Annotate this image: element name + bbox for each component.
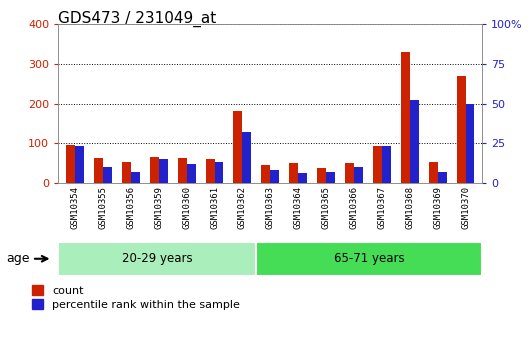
Bar [103,167,112,183]
Bar [382,146,391,183]
Bar [429,162,438,183]
Bar [66,145,75,183]
Bar [215,162,224,183]
FancyBboxPatch shape [256,241,482,276]
Text: GSM10364: GSM10364 [294,186,303,229]
Bar [178,158,187,183]
Bar [438,172,447,183]
Bar [465,104,474,183]
Bar [94,158,103,183]
Text: GSM10361: GSM10361 [210,186,219,229]
Text: GSM10356: GSM10356 [126,186,135,229]
Bar [234,111,242,183]
Bar [317,168,326,183]
Text: GSM10355: GSM10355 [99,186,108,229]
Text: 20-29 years: 20-29 years [122,252,192,265]
FancyBboxPatch shape [58,241,256,276]
Text: age: age [6,252,29,265]
Legend: count, percentile rank within the sample: count, percentile rank within the sample [32,285,240,310]
Bar [270,170,279,183]
Text: 65-71 years: 65-71 years [334,252,404,265]
Text: GSM10365: GSM10365 [322,186,331,229]
Bar [206,159,215,183]
Bar [326,172,335,183]
Text: GSM10359: GSM10359 [154,186,163,229]
Bar [261,165,270,183]
Bar [401,52,410,183]
Bar [354,167,363,183]
Bar [457,76,465,183]
Bar [410,100,419,183]
Text: GSM10354: GSM10354 [70,186,80,229]
Bar [150,157,158,183]
Text: GSM10360: GSM10360 [182,186,191,229]
Bar [75,146,84,183]
Bar [373,146,382,183]
Text: GSM10367: GSM10367 [377,186,386,229]
Bar [131,172,140,183]
Bar [289,163,298,183]
Bar [122,162,131,183]
Text: GSM10368: GSM10368 [405,186,414,229]
Bar [242,132,251,183]
Text: GDS473 / 231049_at: GDS473 / 231049_at [58,10,217,27]
Bar [298,173,307,183]
Bar [158,159,167,183]
Text: GSM10362: GSM10362 [238,186,247,229]
Text: GSM10366: GSM10366 [349,186,358,229]
Bar [345,163,354,183]
Text: GSM10369: GSM10369 [433,186,442,229]
Bar [187,164,196,183]
Text: GSM10363: GSM10363 [266,186,275,229]
Text: GSM10370: GSM10370 [461,186,470,229]
